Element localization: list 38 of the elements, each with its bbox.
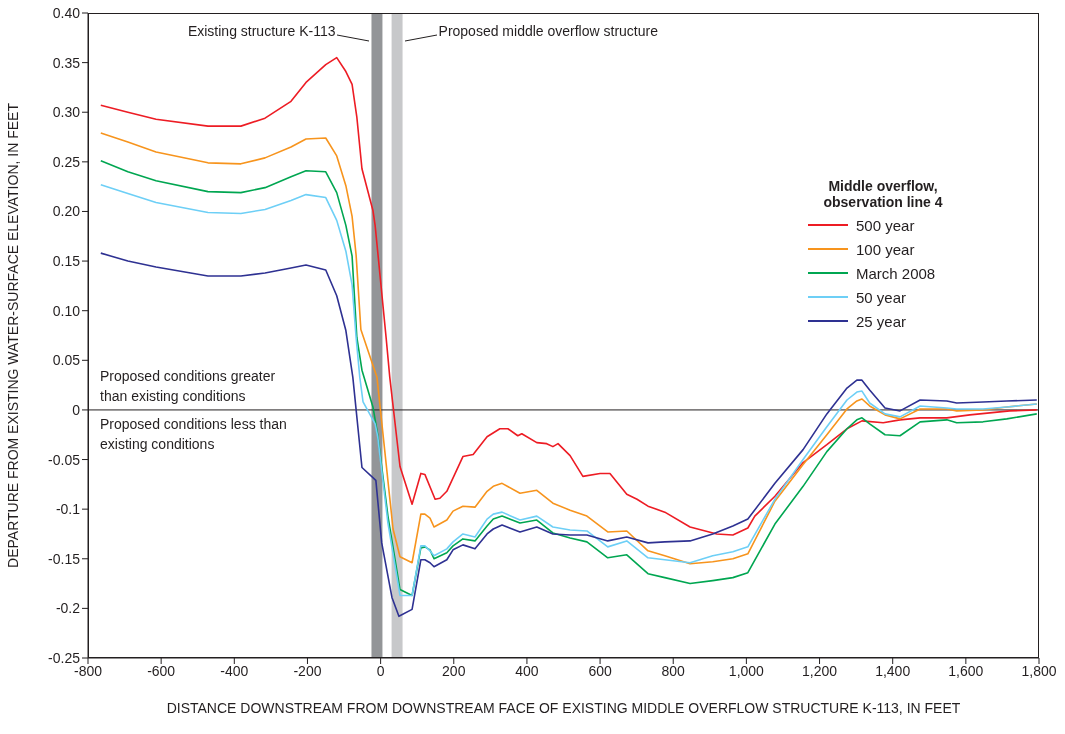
y-tick-label: -0.1: [55, 501, 81, 518]
legend-title: Middle overflow, observation line 4: [822, 178, 944, 210]
y-tick-label: 0.40: [52, 4, 81, 21]
legend-label: 25 year: [856, 312, 907, 330]
x-tick-label: 400: [515, 662, 539, 679]
x-tick-label: 0: [376, 662, 385, 679]
legend-label: 100 year: [856, 240, 915, 258]
y-tick-label: -0.15: [48, 550, 81, 567]
y-tick-label: 0.15: [52, 253, 81, 270]
legend-label: 500 year: [856, 216, 915, 234]
x-tick-label: 1,600: [948, 662, 984, 679]
annotation: Proposed conditions less than existing conditions: [100, 414, 288, 454]
x-tick-label: 200: [442, 662, 466, 679]
x-tick-label: 1,200: [802, 662, 838, 679]
y-tick-label: 0.05: [52, 352, 81, 369]
annotation: Proposed conditions greater than existing conditions: [100, 366, 277, 406]
x-tick-label: -400: [220, 662, 249, 679]
x-tick-label: 1,400: [875, 662, 911, 679]
y-axis-title: DEPARTURE FROM EXISTING WATER-SURFACE ELEVATION, IN FEET: [4, 102, 21, 568]
x-tick-label: 800: [661, 662, 686, 679]
legend-label: March 2008: [856, 264, 936, 282]
x-tick-label: -600: [147, 662, 176, 679]
x-tick-label: 1,000: [728, 662, 765, 679]
x-tick-label: 1,800: [1021, 662, 1057, 679]
y-tick-label: 0.10: [52, 302, 81, 319]
y-tick-label: -0.2: [55, 600, 81, 617]
x-tick-label: 600: [588, 662, 612, 679]
y-tick-label: -0.05: [48, 451, 81, 468]
y-tick-label: 0.25: [52, 153, 81, 170]
band-label: Proposed middle overflow structure: [438, 23, 658, 39]
y-tick-label: 0.20: [52, 203, 81, 220]
y-tick-label: 0.30: [52, 104, 81, 121]
y-tick-label: 0: [72, 401, 81, 418]
legend-label: 50 year: [856, 288, 907, 306]
y-tick-label: 0.35: [52, 54, 81, 71]
x-axis-title: DISTANCE DOWNSTREAM FROM DOWNSTREAM FACE OF EXISTING MIDDLE OVERFLOW STRUCTURE K-113, IN FEET: [166, 700, 961, 716]
x-tick-label: -200: [293, 662, 322, 679]
band-label: Existing structure K-113: [187, 23, 336, 39]
